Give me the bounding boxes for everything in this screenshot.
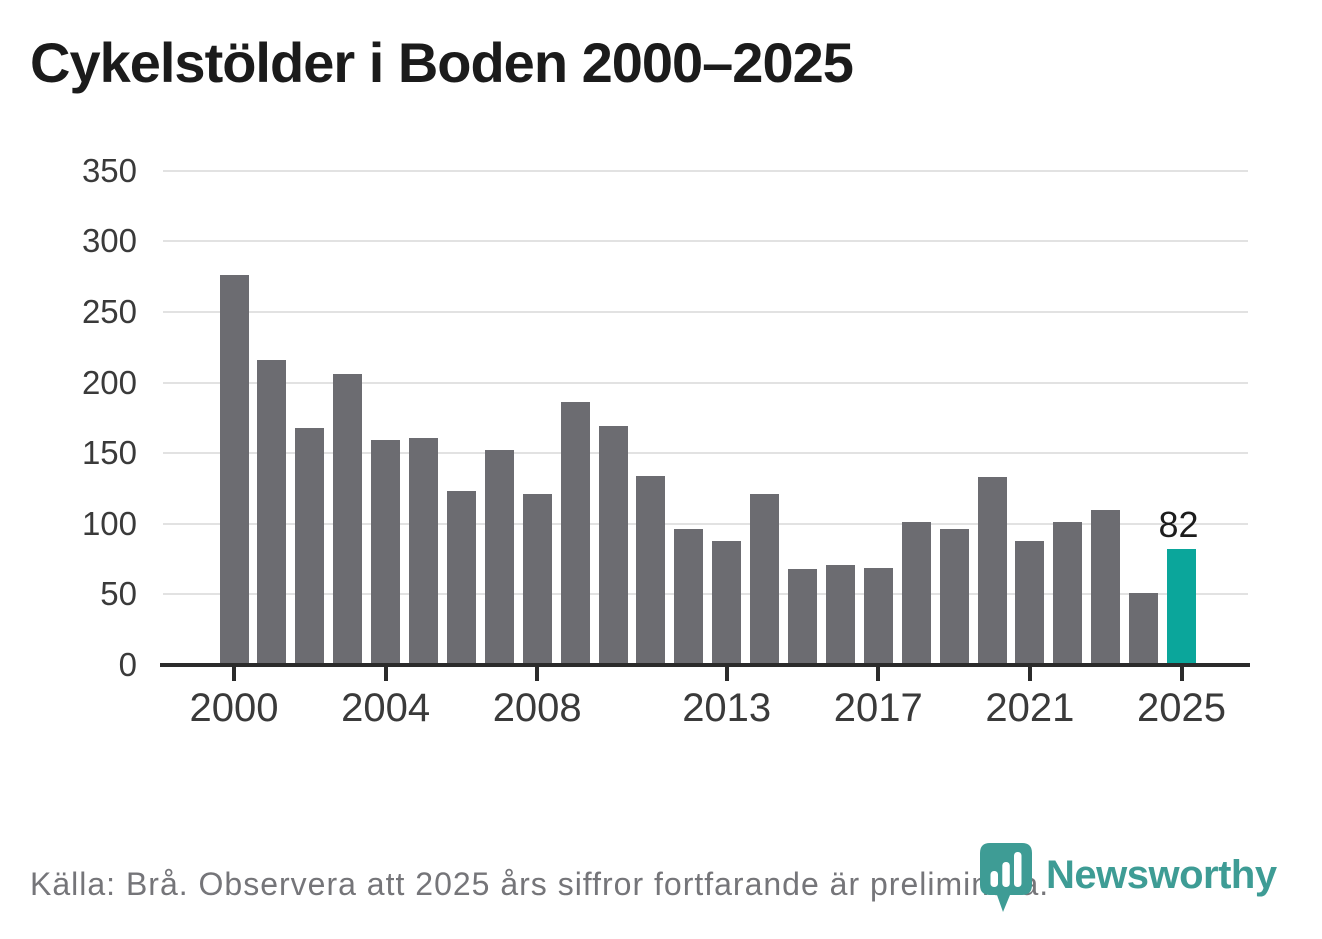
bar-2003 (333, 374, 363, 665)
y-axis-label-50: 50 (100, 575, 137, 613)
bar-2019 (939, 529, 969, 665)
source-note: Källa: Brå. Observera att 2025 års siffr… (30, 866, 1050, 902)
bar-2021 (1015, 540, 1045, 665)
x-axis-tick-2008 (535, 665, 540, 681)
bar-2012 (674, 529, 704, 665)
gridline-300 (163, 240, 1248, 243)
bar-chart-shield-icon (980, 843, 1032, 912)
bar-2017 (863, 567, 893, 665)
bar-2023 (1091, 509, 1121, 665)
x-axis-tick-2000 (232, 665, 236, 681)
x-axis-tick-2025 (1179, 665, 1184, 681)
gridline-200 (163, 381, 1248, 384)
bar-2002 (295, 427, 325, 665)
bar-2016 (825, 564, 855, 665)
bar-2009 (560, 402, 590, 665)
newsworthy-logo: Newsworthy (980, 843, 1277, 913)
x-axis-label-2017: 2017 (833, 686, 923, 730)
y-axis-label-300: 300 (81, 222, 137, 260)
bar-value-label-2025: 82 (1158, 504, 1199, 546)
bar-2005 (409, 437, 438, 665)
y-axis-label-200: 200 (81, 363, 137, 401)
bar-2015 (788, 568, 817, 665)
bar-2008 (522, 494, 552, 665)
y-axis-label-350: 350 (81, 151, 137, 189)
y-axis-label-100: 100 (81, 504, 137, 542)
x-axis-tick-2021 (1027, 665, 1032, 681)
x-axis-tick-2017 (876, 665, 881, 681)
chart-title: Cykelstölder i Boden 2000–2025 (30, 31, 854, 94)
x-axis-tick-2013 (724, 665, 729, 681)
bar-2013 (712, 540, 742, 665)
bar-2004 (371, 440, 401, 665)
newsworthy-logo-text: Newsworthy (1046, 853, 1277, 897)
bar-2022 (1053, 522, 1083, 665)
bar-2025 (1167, 549, 1196, 665)
y-axis-label-150: 150 (81, 434, 137, 472)
gridline-350 (163, 169, 1248, 172)
bar-2024 (1129, 592, 1159, 665)
bar-2014 (750, 494, 780, 665)
x-axis-label-2008: 2008 (492, 686, 582, 730)
bar-2000 (219, 275, 249, 665)
bar-2007 (484, 450, 514, 665)
bar-2020 (977, 477, 1007, 665)
bar-2006 (446, 491, 476, 665)
gridline-250 (163, 311, 1248, 313)
gridline-150 (163, 452, 1248, 455)
x-axis-tick-2004 (383, 665, 388, 681)
y-axis-label-0: 0 (118, 646, 137, 683)
bar-2010 (598, 426, 628, 665)
gridline-100 (163, 522, 1248, 525)
x-axis-label-2025: 2025 (1137, 686, 1226, 730)
bar-2001 (257, 360, 287, 665)
x-axis-label-2004: 2004 (341, 686, 431, 730)
bar-2018 (901, 522, 931, 665)
x-axis-label-2021: 2021 (985, 686, 1075, 730)
x-axis-label-2013: 2013 (682, 686, 772, 730)
bar-2011 (636, 475, 666, 665)
x-axis-line (160, 663, 1250, 667)
y-axis-label-250: 250 (81, 293, 137, 330)
x-axis-label-2000: 2000 (189, 686, 279, 730)
gridline-50 (163, 593, 1248, 596)
